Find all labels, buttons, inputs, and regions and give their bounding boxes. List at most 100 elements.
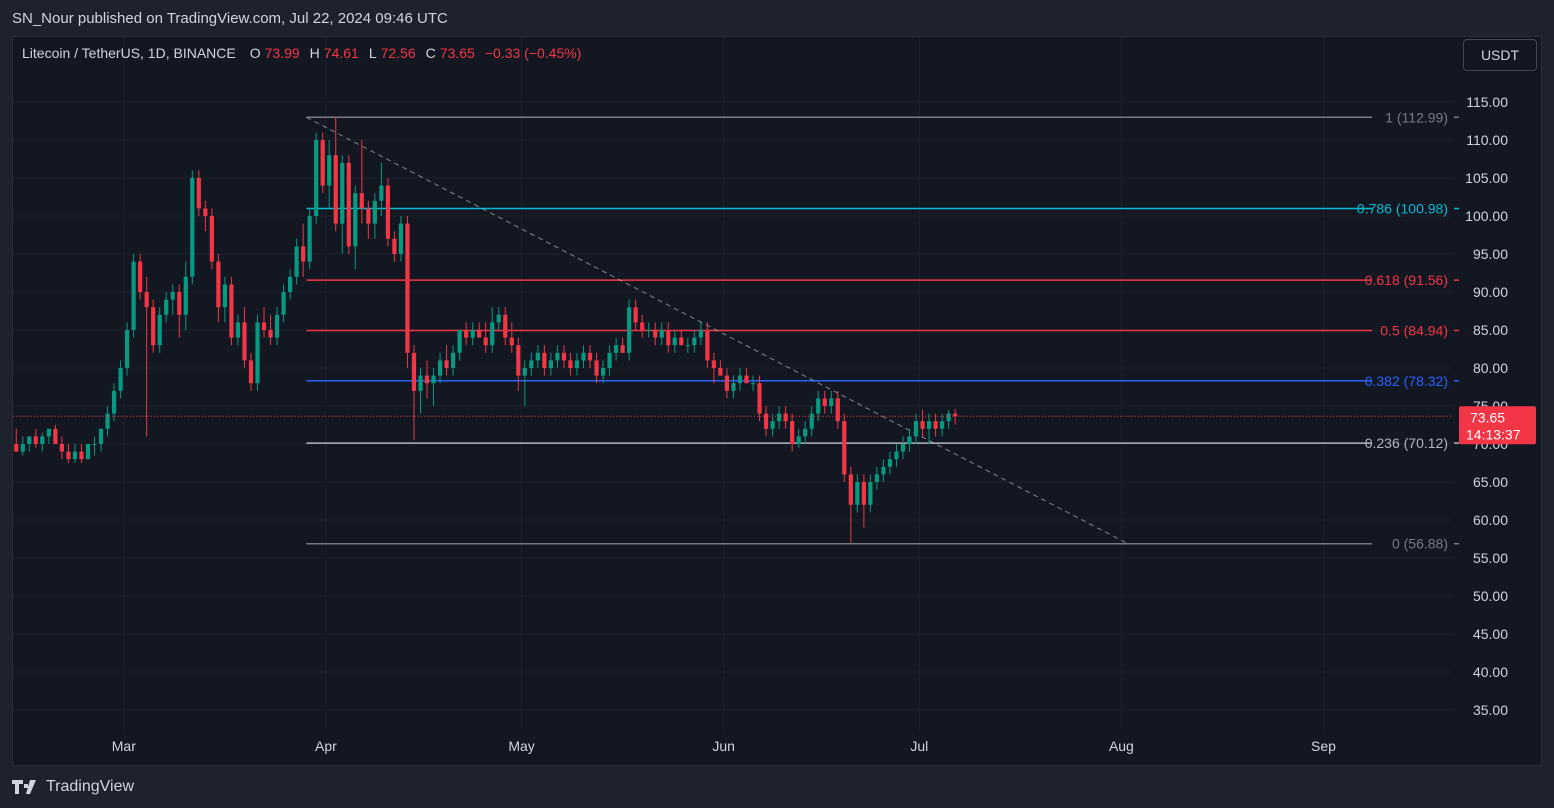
candle <box>940 413 945 437</box>
candle <box>33 428 38 448</box>
candle <box>151 299 156 353</box>
candle <box>770 413 775 437</box>
tradingview-footer[interactable]: TradingView <box>12 774 134 800</box>
candle-body <box>138 261 143 292</box>
candle <box>451 345 456 376</box>
close-key: C <box>425 45 436 61</box>
candle-body <box>737 375 743 384</box>
candle <box>529 352 534 376</box>
open-value: 73.99 <box>264 45 300 61</box>
symbol-legend[interactable]: Litecoin / TetherUS, 1D, BINANCE O 73.99 … <box>22 45 587 61</box>
candle-body <box>411 352 417 391</box>
candle <box>659 322 664 346</box>
candle <box>359 140 364 224</box>
candle-body <box>20 444 25 452</box>
candle <box>190 170 195 285</box>
candle <box>835 390 840 429</box>
candle-body <box>33 436 38 444</box>
candle-body <box>333 155 338 224</box>
candle <box>653 322 658 346</box>
candle-body <box>405 223 410 353</box>
candle-body <box>301 246 306 262</box>
candle-body <box>653 330 658 338</box>
candle-body <box>692 337 697 346</box>
candle <box>470 322 475 346</box>
candle <box>874 466 879 490</box>
candle-body <box>111 390 117 414</box>
candle <box>640 314 645 338</box>
candle-body <box>816 398 821 414</box>
candle-body <box>542 352 547 368</box>
y-tick-label: 85.00 <box>1473 322 1508 338</box>
symbol-title[interactable]: Litecoin / TetherUS, 1D, BINANCE <box>22 45 236 61</box>
candle <box>587 345 593 368</box>
candle <box>574 352 580 376</box>
candle <box>353 185 358 270</box>
candle-body <box>288 276 293 292</box>
candle <box>14 428 19 452</box>
candle-body <box>868 482 873 505</box>
candle-body <box>607 352 612 368</box>
currency-button[interactable]: USDT <box>1463 39 1537 71</box>
candle <box>861 474 866 528</box>
candle-body <box>105 413 110 429</box>
y-tick-label: 65.00 <box>1473 474 1508 490</box>
y-tick-label: 35.00 <box>1473 702 1508 718</box>
x-tick-label: Aug <box>1109 738 1134 754</box>
candle-body <box>255 322 260 384</box>
chart-pane[interactable] <box>12 36 1542 766</box>
candle-body <box>614 345 619 353</box>
candle <box>288 269 293 300</box>
candle <box>444 345 449 376</box>
candle <box>164 292 169 323</box>
candle-body <box>522 368 527 376</box>
candle-body <box>294 246 299 277</box>
fib-level-label: 0.786 (100.98) <box>1357 201 1448 217</box>
candle <box>268 314 273 346</box>
candle-body <box>659 330 664 338</box>
candle <box>477 322 482 338</box>
candle <box>320 132 325 194</box>
candle-body <box>861 482 866 505</box>
candle <box>750 375 756 391</box>
candle-body <box>855 482 860 505</box>
candle <box>848 466 853 543</box>
candle <box>594 352 599 384</box>
candle <box>731 375 736 399</box>
candle <box>666 322 671 353</box>
candle-body <box>796 436 801 444</box>
candle-body <box>72 451 78 460</box>
candle-body <box>561 352 567 361</box>
candle <box>66 444 71 463</box>
candle <box>216 254 221 323</box>
candle <box>229 276 234 346</box>
fib-level-label: 0.382 (78.32) <box>1365 373 1448 389</box>
candle-body <box>790 421 795 444</box>
candle <box>183 261 188 330</box>
candle-body <box>483 337 488 346</box>
candle-body <box>14 444 19 452</box>
x-tick-label: Jun <box>712 738 735 754</box>
candle <box>294 238 299 285</box>
candle <box>809 406 814 437</box>
candle <box>946 409 951 429</box>
candle-body <box>490 322 495 346</box>
candle <box>385 178 390 247</box>
candle-body <box>477 330 482 338</box>
candle <box>255 314 260 391</box>
candle-body <box>451 352 456 368</box>
candle-body <box>496 314 501 323</box>
candle-body <box>887 459 893 467</box>
candle <box>346 155 351 254</box>
candle-body <box>183 276 188 315</box>
candle <box>555 345 560 368</box>
candle-body <box>529 360 534 368</box>
candle-body <box>946 413 951 422</box>
publisher-header: SN_Nour published on TradingView.com, Ju… <box>12 10 448 27</box>
candle <box>131 254 136 338</box>
candle <box>111 383 117 422</box>
candle-body <box>379 185 384 201</box>
fibonacci-retracement: 1 (112.99) 0.786 (100.98) 0.618 (91.56) 0.5… <box>306 109 1459 552</box>
candle-body <box>359 193 364 209</box>
